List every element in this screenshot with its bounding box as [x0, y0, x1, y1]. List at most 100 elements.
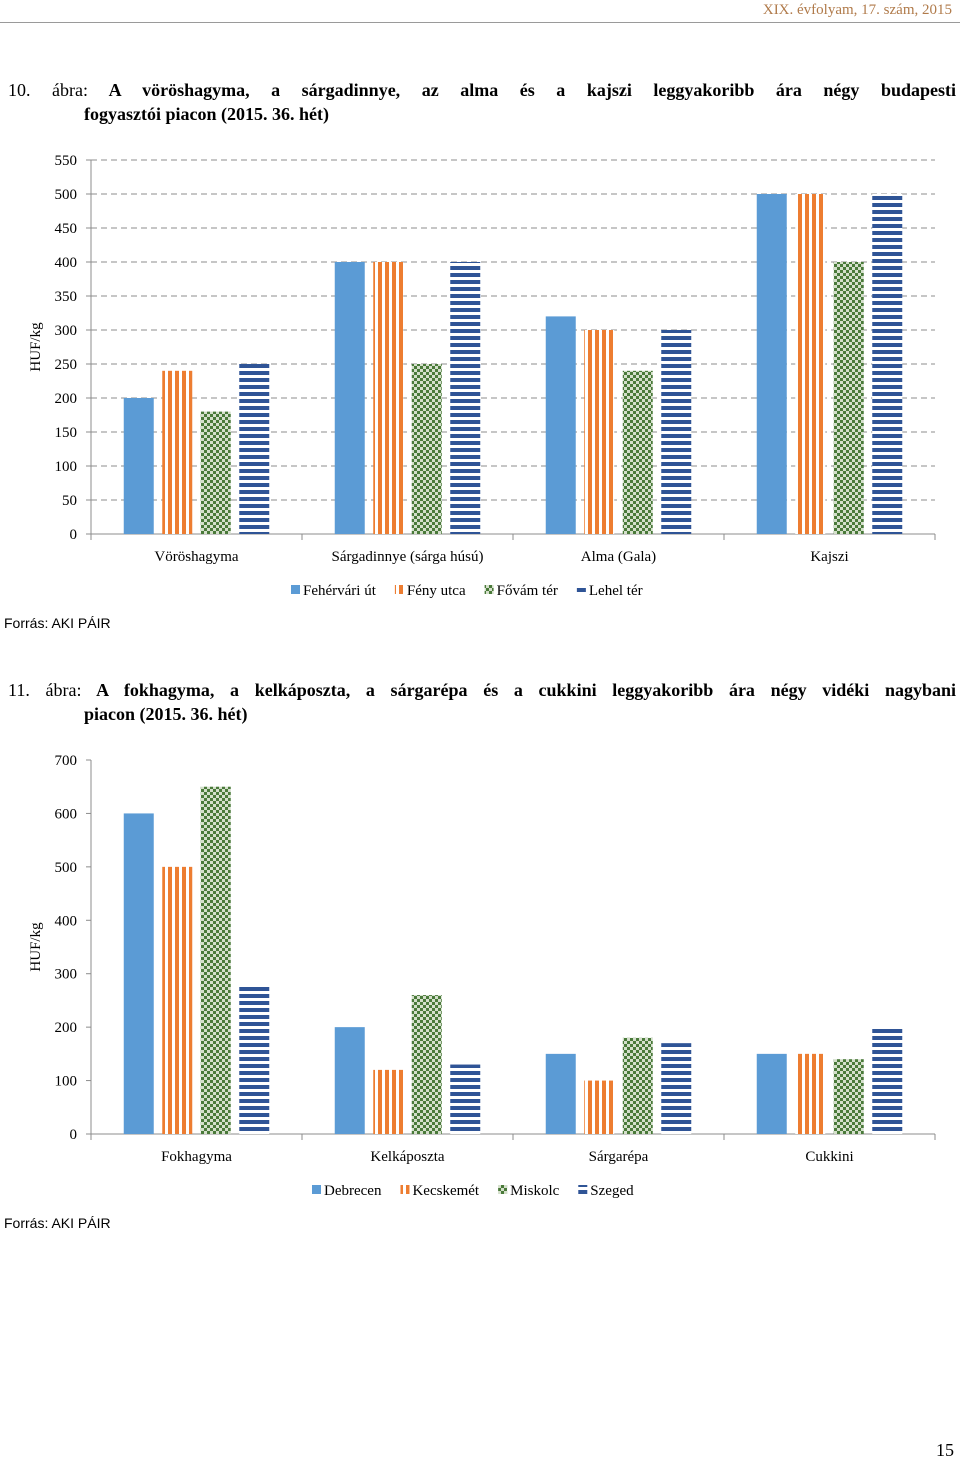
legend-item-debrecen: Debrecen — [312, 1183, 382, 1199]
bar-szeged-cukkini — [872, 1027, 903, 1134]
figure-11-title-line1: A fokhagyma, a kelkáposzta, a sárgarépa … — [96, 680, 956, 700]
legend-item-feny-utca: Fény utca — [394, 583, 466, 599]
bar-miskolc-cukkini — [833, 1059, 864, 1134]
bar-fehervari-ut-alma-gala — [545, 316, 576, 534]
legend-item-szeged: Szeged — [578, 1183, 634, 1199]
y-axis-label: HUF/kg — [28, 322, 44, 372]
y-tick-label: 500 — [55, 860, 78, 876]
legend-item-fehervari-ut: Fehérvári út — [291, 583, 377, 599]
y-tick-label: 150 — [55, 425, 78, 441]
figure-11-number: 11. ábra: — [8, 680, 82, 700]
bar-fovam-ter-alma-gala — [622, 370, 653, 534]
bar-fehervari-ut-sargadinnye-sarga-husu — [334, 262, 365, 534]
y-tick-label: 400 — [55, 913, 78, 929]
bar-fehervari-ut-voroshagyma — [123, 398, 154, 534]
y-tick-label: 200 — [55, 391, 78, 407]
y-tick-label: 550 — [55, 153, 78, 169]
y-tick-label: 600 — [55, 806, 78, 822]
x-category-label: Kelkáposzta — [370, 1149, 444, 1165]
legend-item-kecskemet: Kecskemét — [400, 1183, 480, 1199]
legend-swatch — [312, 1185, 321, 1194]
bar-kecskemet-fokhagyma — [162, 866, 193, 1134]
x-category-label: Sárgarépa — [589, 1149, 649, 1165]
bar-debrecen-cukkini — [756, 1053, 787, 1134]
figure-10-title-line1: A vöröshagyma, a sárgadinnye, az alma és… — [108, 80, 956, 100]
bar-szeged-fokhagyma — [239, 984, 270, 1134]
y-tick-label: 400 — [55, 255, 78, 271]
y-tick-label: 0 — [70, 1127, 78, 1143]
x-category-label: Sárgadinnye (sárga húsú) — [332, 549, 484, 565]
figure-10-number: 10. ábra: — [8, 80, 89, 100]
y-tick-label: 100 — [55, 1074, 78, 1090]
bar-feny-utca-kajszi — [795, 194, 826, 534]
y-tick-label: 700 — [55, 753, 78, 769]
bar-szeged-sargarepa — [661, 1043, 692, 1134]
legend-label: Kecskemét — [412, 1183, 479, 1199]
bar-lehel-ter-voroshagyma — [239, 364, 270, 534]
legend-item-lehel-ter: Lehel tér — [576, 583, 643, 599]
y-tick-label: 50 — [62, 493, 77, 509]
figure-11-title-line2: piacon (2015. 36. hét) — [84, 704, 248, 724]
legend-swatch — [400, 1185, 410, 1194]
legend-swatch — [394, 585, 404, 594]
x-category-label: Vöröshagyma — [154, 549, 238, 565]
journal-header: XIX. évfolyam, 17. szám, 2015 — [762, 2, 952, 18]
legend-swatch — [578, 1185, 588, 1194]
legend-swatch — [498, 1185, 508, 1194]
y-tick-label: 100 — [55, 459, 78, 475]
x-category-label: Fokhagyma — [161, 1149, 232, 1165]
figure-10-caption: 10. ábra: A vöröshagyma, a sárgadinnye, … — [8, 78, 956, 126]
bar-lehel-ter-alma-gala — [661, 330, 692, 534]
bar-feny-utca-voroshagyma — [162, 370, 193, 534]
figure-10-source: Forrás: AKI PÁIR — [4, 615, 111, 631]
bar-miskolc-kelkaposzta — [411, 995, 442, 1134]
legend-label: Fény utca — [407, 583, 466, 599]
page-number: 15 — [936, 1440, 954, 1460]
bar-lehel-ter-sargadinnye-sarga-husu — [450, 262, 481, 534]
legend-item-miskolc: Miskolc — [498, 1183, 560, 1199]
figure-11-caption: 11. ábra: A fokhagyma, a kelkáposzta, a … — [8, 678, 956, 726]
x-category-label: Alma (Gala) — [581, 549, 656, 565]
bar-feny-utca-alma-gala — [584, 330, 615, 534]
legend-label: Lehel tér — [589, 583, 643, 599]
x-category-label: Kajszi — [810, 549, 848, 565]
y-tick-label: 500 — [55, 187, 78, 203]
bar-debrecen-fokhagyma — [123, 813, 154, 1134]
legend-swatch — [576, 585, 586, 594]
legend-swatch — [484, 585, 494, 594]
y-tick-label: 350 — [55, 289, 78, 305]
bar-feny-utca-sargadinnye-sarga-husu — [373, 262, 404, 534]
legend-swatch — [291, 585, 300, 594]
y-tick-label: 300 — [55, 323, 78, 339]
bar-fehervari-ut-kajszi — [756, 194, 787, 534]
figure-11-source: Forrás: AKI PÁIR — [4, 1215, 111, 1231]
x-category-label: Cukkini — [805, 1149, 853, 1165]
legend-item-fovam-ter: Fővám tér — [484, 583, 558, 599]
y-tick-label: 250 — [55, 357, 78, 373]
figure-10-chart: HUF/kg 0 50 100 150 200 250 300 350 400 450 500 550 V… — [28, 153, 936, 599]
bar-miskolc-fokhagyma — [200, 786, 231, 1134]
bar-miskolc-sargarepa — [622, 1037, 653, 1134]
bar-kecskemet-cukkini — [795, 1053, 826, 1134]
y-tick-label: 200 — [55, 1020, 78, 1036]
legend-label: Miskolc — [510, 1183, 560, 1199]
bar-szeged-kelkaposzta — [450, 1064, 481, 1134]
y-axis-label: HUF/kg — [28, 922, 44, 972]
y-tick-label: 300 — [55, 967, 78, 983]
bar-fovam-ter-kajszi — [833, 262, 864, 534]
legend-label: Fővám tér — [497, 583, 558, 599]
legend-label: Debrecen — [324, 1183, 382, 1199]
bar-kecskemet-kelkaposzta — [373, 1069, 404, 1134]
bar-fovam-ter-voroshagyma — [200, 411, 231, 534]
figure-11-chart: HUF/kg 0 100 200 300 400 500 600 700 Fokhagyma Kel… — [28, 753, 936, 1199]
bar-debrecen-kelkaposzta — [334, 1027, 365, 1134]
y-tick-label: 0 — [70, 527, 78, 543]
bar-lehel-ter-kajszi — [872, 194, 903, 534]
bar-debrecen-sargarepa — [545, 1053, 576, 1134]
figure-10-title-line2: fogyasztói piacon (2015. 36. hét) — [84, 104, 329, 124]
y-tick-label: 450 — [55, 221, 78, 237]
header-rule — [0, 22, 960, 23]
bar-kecskemet-sargarepa — [584, 1080, 615, 1134]
bar-fovam-ter-sargadinnye-sarga-husu — [411, 364, 442, 534]
legend-label: Szeged — [590, 1183, 634, 1199]
